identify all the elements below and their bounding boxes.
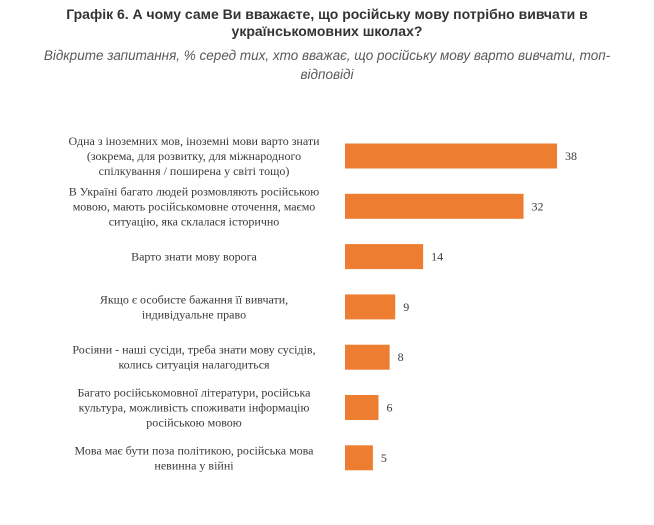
data-label-5: 8 [398, 350, 404, 364]
data-label-3: 14 [431, 250, 443, 264]
category-label-4: Якщо є особисте бажання її вивчати, індив… [100, 292, 288, 321]
data-label-1: 38 [565, 149, 577, 163]
category-label-2: В Україні багато людей розмовляють росій… [69, 184, 319, 228]
data-label-7: 5 [381, 451, 387, 465]
category-label-4-line-1: Якщо є особисте бажання її вивчати, [100, 292, 288, 306]
category-label-2-line-2: мовою, мають російськомовне оточення, ма… [73, 199, 316, 213]
bar-2 [345, 193, 524, 219]
category-label-1: Одна з іноземних мов, іноземні мови варт… [68, 134, 320, 178]
bar-1 [345, 143, 558, 169]
bar-5 [345, 344, 390, 370]
chart-title: Графік 6. А чому саме Ви вважаєте, що ро… [0, 6, 654, 40]
bar-4 [345, 294, 396, 320]
category-label-2-line-1: В Україні багато людей розмовляють росій… [69, 184, 319, 198]
category-label-1-line-2: (зокрема, для розвитку, для міжнародного [87, 149, 301, 163]
bar-3 [345, 244, 424, 270]
category-label-1-line-3: спілкування / поширена у світі тощо) [99, 164, 290, 178]
category-label-5-line-1: Росіяни - наші сусіди, треба знати мову … [72, 343, 315, 357]
category-label-6-line-3: російською мовою [146, 416, 242, 430]
data-label-4: 9 [403, 300, 409, 314]
category-label-4-line-2: індивідуальне право [142, 307, 246, 321]
category-label-3: Варто знати мову ворога [131, 250, 257, 264]
category-label-3-line-1: Варто знати мову ворога [131, 250, 257, 264]
category-label-6-line-1: Багато російськомовної літератури, росій… [78, 386, 312, 400]
category-label-1-line-1: Одна з іноземних мов, іноземні мови варт… [68, 134, 320, 148]
category-label-7: Мова має бути поза політикою, російська … [74, 443, 314, 472]
category-label-5: Росіяни - наші сусіди, треба знати мову … [72, 343, 315, 372]
category-label-7-line-1: Мова має бути поза політикою, російська … [74, 443, 314, 457]
category-label-7-line-2: невинна у війні [154, 458, 234, 472]
category-label-2-line-3: ситуацію, яка склалася історично [109, 214, 280, 228]
category-label-5-line-2: колись ситуація налагодиться [118, 358, 270, 372]
chart-title-line-1: Графік 6. А чому саме Ви вважаєте, що ро… [66, 6, 588, 22]
data-label-2: 32 [532, 199, 544, 213]
chart-subtitle: Відкрите запитання, % серед тих, хто вва… [30, 46, 624, 84]
category-label-6: Багато російськомовної літератури, росій… [78, 386, 312, 430]
data-label-6: 6 [386, 401, 392, 415]
chart-subtitle-line-2: відповіді [300, 67, 354, 82]
bar-7 [345, 445, 373, 471]
chart-subtitle-line-1: Відкрите запитання, % серед тих, хто вва… [43, 48, 611, 63]
category-label-6-line-2: культура, можливість споживати інформаці… [79, 401, 310, 415]
bar-6 [345, 395, 379, 420]
chart-title-line-2: українськомовних школах? [231, 23, 423, 39]
